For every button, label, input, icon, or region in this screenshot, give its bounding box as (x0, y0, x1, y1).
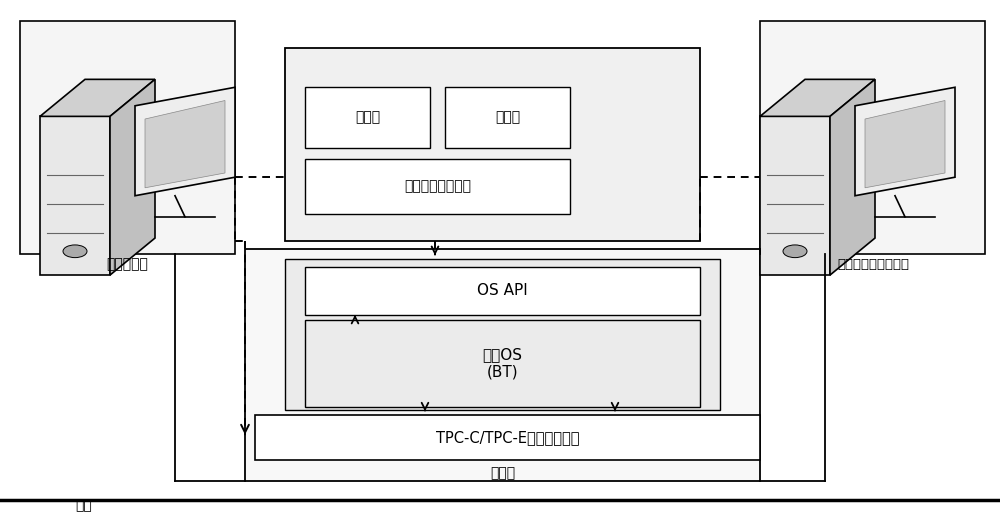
Polygon shape (830, 79, 875, 275)
Polygon shape (145, 101, 225, 188)
FancyBboxPatch shape (305, 87, 430, 148)
FancyBboxPatch shape (305, 320, 700, 407)
Text: TPC-C/TPC-E客户工作负载: TPC-C/TPC-E客户工作负载 (436, 430, 579, 445)
Text: 集成故障注入平台: 集成故障注入平台 (404, 179, 471, 194)
FancyBboxPatch shape (20, 21, 235, 254)
FancyBboxPatch shape (245, 249, 760, 481)
Text: 外网: 外网 (75, 498, 92, 512)
Text: 基准测试运行控制器: 基准测试运行控制器 (837, 258, 909, 271)
Polygon shape (110, 79, 155, 275)
Text: 目标机: 目标机 (490, 467, 516, 480)
Polygon shape (40, 116, 110, 275)
FancyBboxPatch shape (760, 21, 985, 254)
FancyBboxPatch shape (305, 159, 570, 214)
Polygon shape (760, 116, 830, 275)
FancyBboxPatch shape (255, 415, 760, 460)
Circle shape (783, 245, 807, 258)
Polygon shape (760, 79, 875, 116)
Polygon shape (135, 87, 235, 196)
Polygon shape (40, 79, 155, 116)
Polygon shape (855, 87, 955, 196)
FancyBboxPatch shape (285, 259, 720, 410)
FancyBboxPatch shape (285, 48, 700, 241)
Text: 被测OS
(BT): 被测OS (BT) (482, 348, 522, 380)
Text: OS API: OS API (477, 284, 528, 298)
Text: 数据处理机: 数据处理机 (106, 258, 148, 271)
Text: 拦截器: 拦截器 (355, 111, 380, 125)
Polygon shape (865, 101, 945, 188)
FancyBboxPatch shape (305, 267, 700, 315)
Circle shape (63, 245, 87, 258)
FancyBboxPatch shape (445, 87, 570, 148)
Text: 监视器: 监视器 (495, 111, 520, 125)
